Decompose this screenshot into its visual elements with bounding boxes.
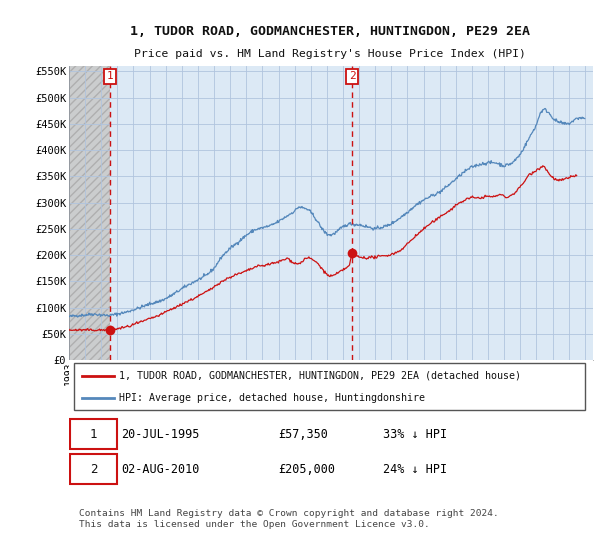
Text: 1, TUDOR ROAD, GODMANCHESTER, HUNTINGDON, PE29 2EA: 1, TUDOR ROAD, GODMANCHESTER, HUNTINGDON… [130, 25, 530, 38]
Text: 33% ↓ HPI: 33% ↓ HPI [383, 428, 448, 441]
Text: 1, TUDOR ROAD, GODMANCHESTER, HUNTINGDON, PE29 2EA (detached house): 1, TUDOR ROAD, GODMANCHESTER, HUNTINGDON… [119, 371, 521, 381]
Text: 20-JUL-1995: 20-JUL-1995 [121, 428, 200, 441]
Text: 1: 1 [107, 71, 113, 81]
FancyBboxPatch shape [70, 454, 117, 484]
Text: 2: 2 [90, 463, 97, 476]
Text: HPI: Average price, detached house, Huntingdonshire: HPI: Average price, detached house, Hunt… [119, 393, 425, 403]
Text: 1: 1 [90, 428, 97, 441]
Text: Price paid vs. HM Land Registry's House Price Index (HPI): Price paid vs. HM Land Registry's House … [134, 49, 526, 59]
Text: 24% ↓ HPI: 24% ↓ HPI [383, 463, 448, 476]
Text: £205,000: £205,000 [278, 463, 335, 476]
Text: Contains HM Land Registry data © Crown copyright and database right 2024.
This d: Contains HM Land Registry data © Crown c… [79, 510, 499, 529]
Bar [69, 66, 110, 360]
Text: 02-AUG-2010: 02-AUG-2010 [121, 463, 200, 476]
Text: £57,350: £57,350 [278, 428, 328, 441]
Text: 2: 2 [349, 71, 356, 81]
FancyBboxPatch shape [74, 363, 585, 410]
FancyBboxPatch shape [70, 419, 117, 449]
